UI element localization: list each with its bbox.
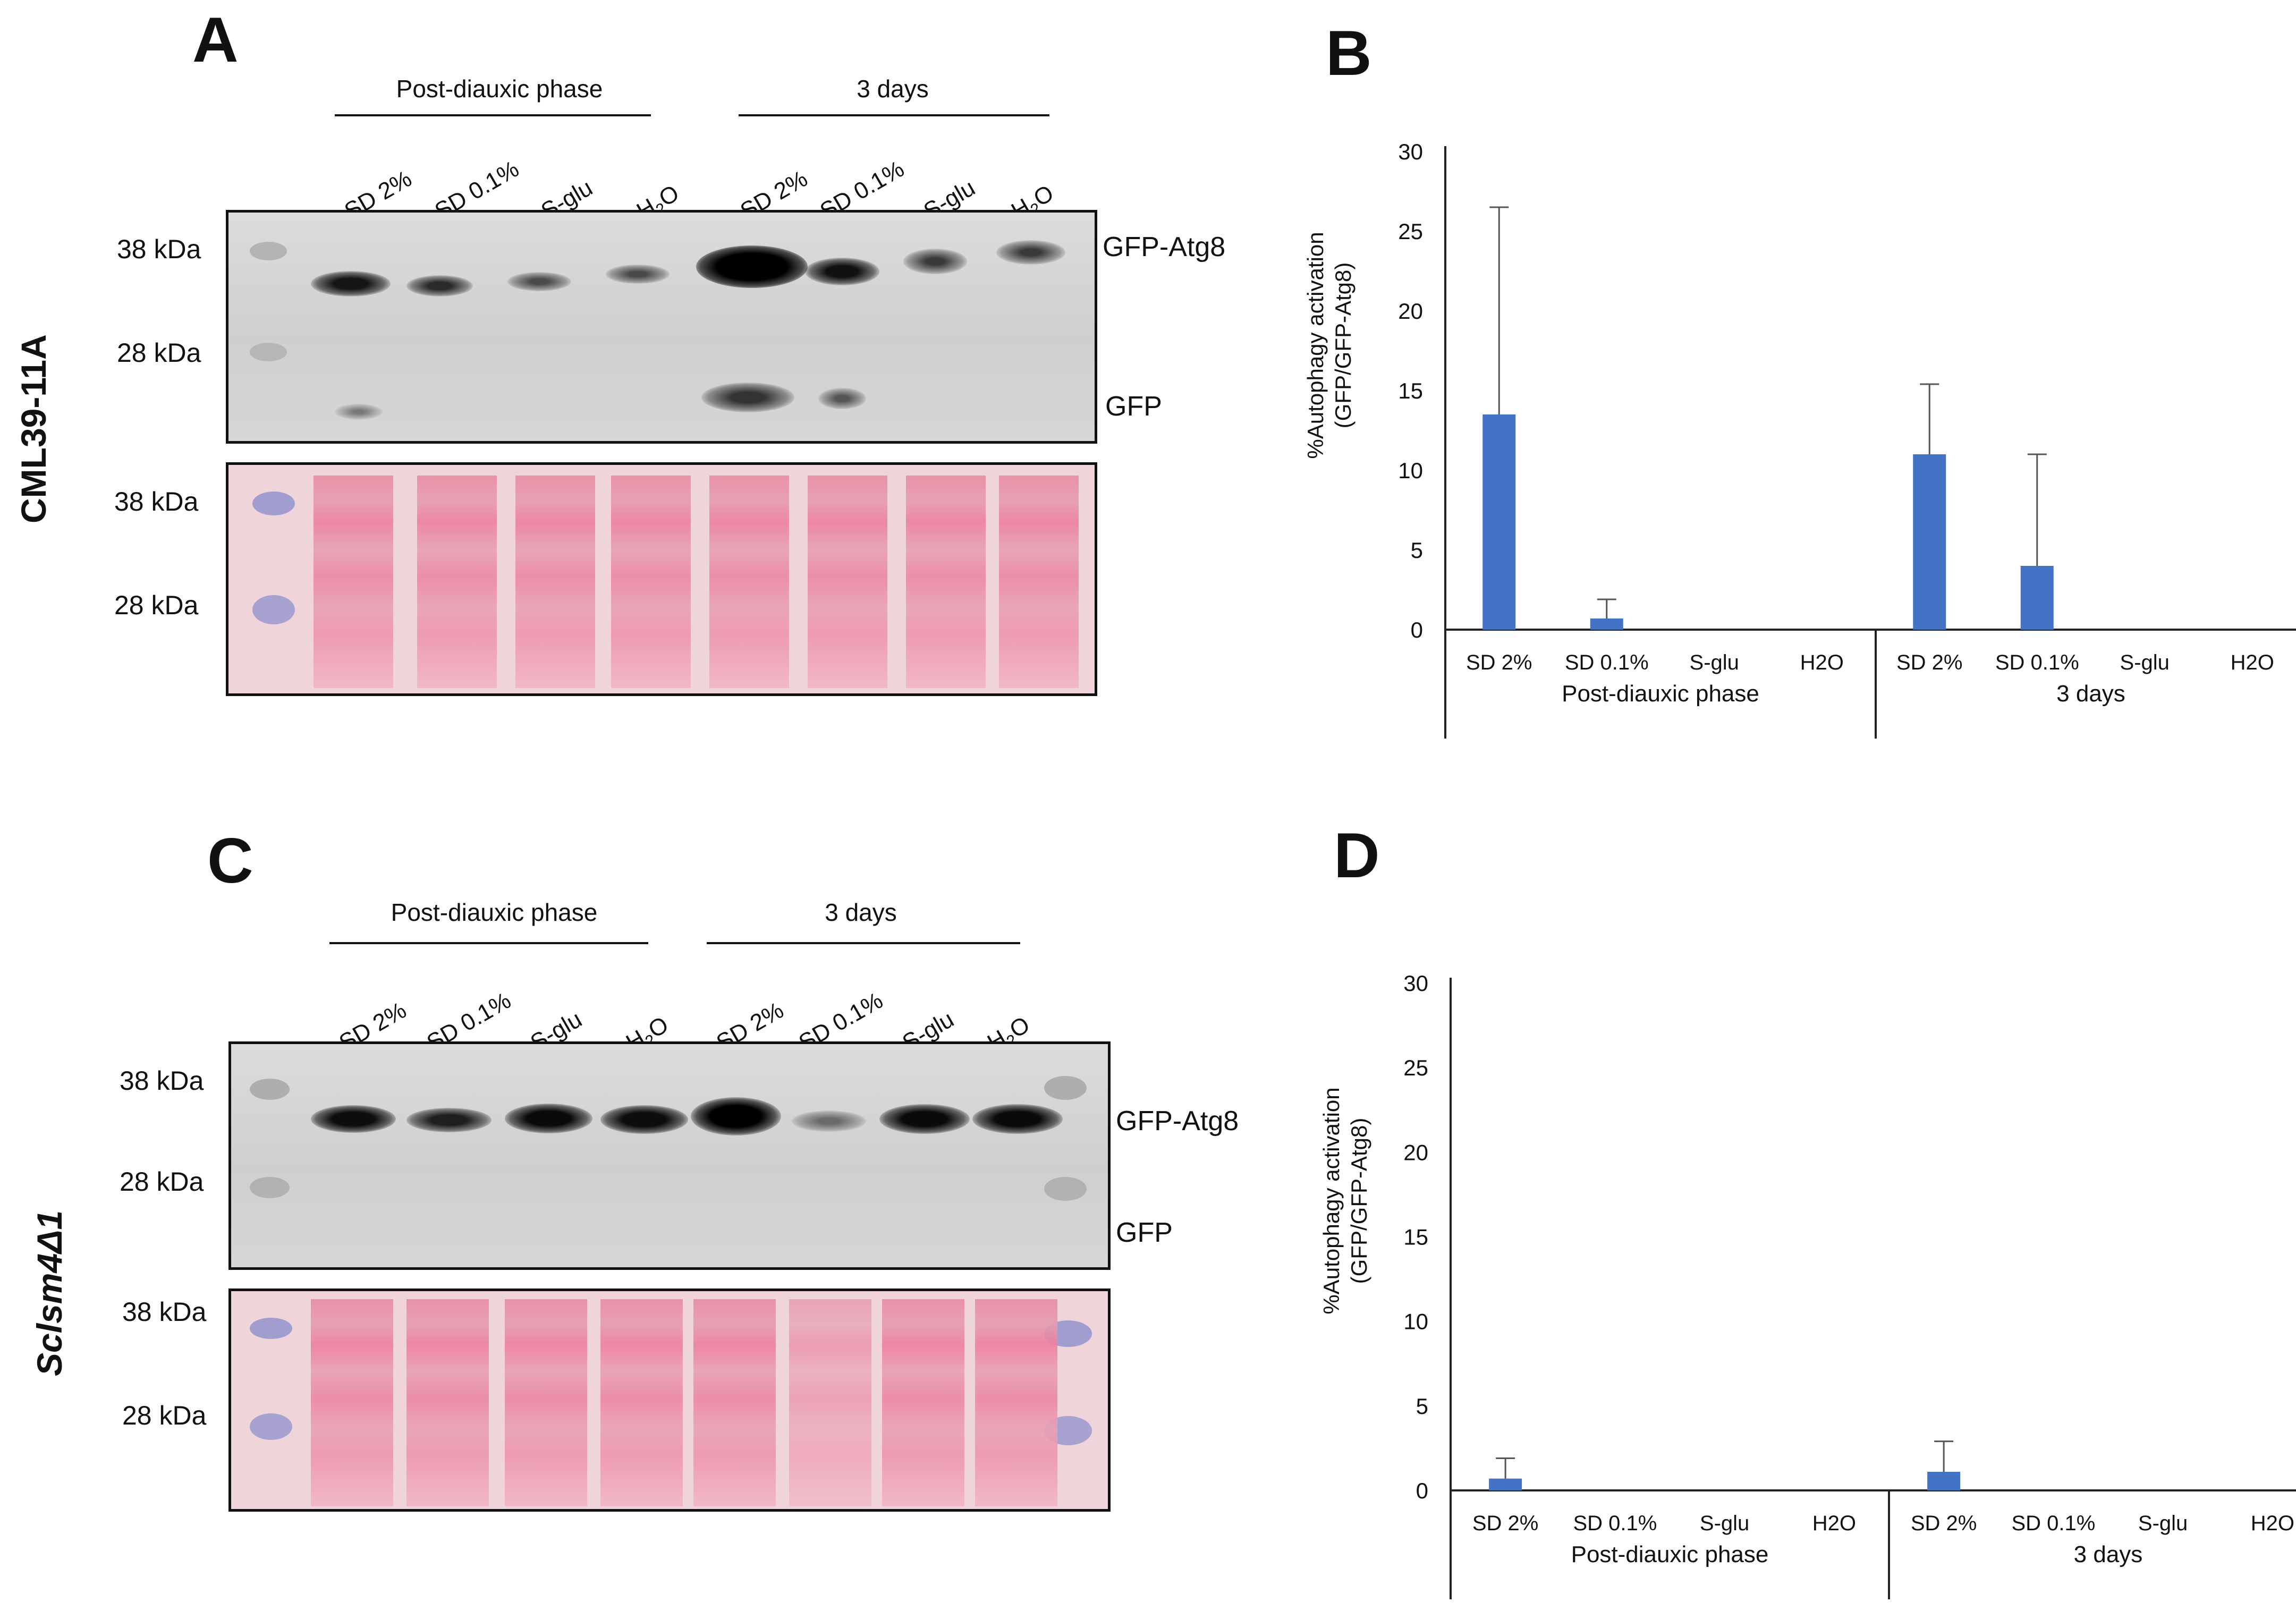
chart-d-category-label: H2O (2251, 1512, 2294, 1535)
chart-b-ylabel-group: %Autophagy activation (GFP/GFP-Atg8) (1303, 232, 1355, 459)
panel-letter-c: C (207, 825, 253, 896)
chart-b-category-label: H2O (1800, 651, 1844, 674)
chart-b-category-label: SD 0.1% (1995, 651, 2079, 674)
chart-b-category-label: H2O (2231, 651, 2274, 674)
group-rule-a-3d (739, 114, 1049, 116)
bar-chart-b: 0 5 10 15 20 25 30 %Autophagy activation (GFP/GF… (1303, 139, 2296, 739)
group-label-a-post: Post-diauxic phase (396, 75, 603, 103)
chart-b-ytick-label: 10 (1398, 458, 1423, 483)
stain-marker-c-38: 38 kDa (122, 1297, 207, 1327)
panel-letter-d: D (1334, 820, 1380, 891)
chart-b-category-label: SD 2% (1896, 651, 1963, 674)
ponceau-stain-c (228, 1289, 1111, 1512)
chart-d-category-label: SD 0.1% (1573, 1512, 1657, 1535)
group-label-c-3d: 3 days (825, 898, 897, 926)
chart-d-ytick-label: 0 (1416, 1478, 1428, 1503)
chart-d-group-label: 3 days (2074, 1541, 2143, 1567)
chart-d-bar (1927, 1471, 1961, 1490)
chart-d-category-label: SD 0.1% (2011, 1512, 2095, 1535)
chart-b-category-label: S-glu (2120, 651, 2170, 674)
chart-b-ytick-label: 25 (1398, 219, 1423, 244)
chart-d-category-label: S-glu (1700, 1512, 1749, 1535)
band-label-a-gfp-atg8: GFP-Atg8 (1103, 232, 1226, 262)
western-blot-c (228, 1041, 1111, 1270)
group-rule-c-3d (707, 942, 1020, 944)
chart-b-bar (1913, 454, 1946, 630)
chart-d-ytick-label: 20 (1403, 1140, 1428, 1165)
blot-marker-a-38: 38 kDa (117, 234, 201, 264)
chart-d-ytick-label: 10 (1403, 1309, 1428, 1334)
chart-b-bar (1482, 414, 1516, 630)
stain-marker-a-28: 28 kDa (114, 590, 199, 620)
chart-b-bar (2020, 566, 2054, 630)
bar-chart-d: 0 5 10 15 20 25 30 %Autophagy activation (GFP/GF… (1319, 971, 2296, 1599)
chart-b-ylabel-line1: %Autophagy activation (1303, 232, 1328, 459)
chart-d-category-label: S-glu (2138, 1512, 2188, 1535)
chart-d-ylabel-group: %Autophagy activation (GFP/GFP-Atg8) (1319, 1087, 1371, 1314)
chart-d-ylabel-line2: (GFP/GFP-Atg8) (1346, 1118, 1371, 1284)
chart-d-group-label: Post-diauxic phase (1571, 1541, 1769, 1567)
stain-marker-a-38: 38 kDa (114, 487, 199, 516)
group-rule-a-post (335, 114, 651, 116)
chart-b-category-label: SD 2% (1466, 651, 1532, 674)
band-label-c-gfp-atg8: GFP-Atg8 (1116, 1106, 1239, 1137)
chart-b-group-label: 3 days (2056, 681, 2125, 707)
chart-b-ytick-label: 0 (1411, 617, 1423, 642)
chart-d-bar (1489, 1478, 1522, 1490)
chart-d-ytick-label: 25 (1403, 1055, 1428, 1080)
stain-marker-c-28: 28 kDa (122, 1401, 207, 1430)
chart-b-ylabel-line2: (GFP/GFP-Atg8) (1331, 262, 1355, 429)
chart-b-category-label: SD 0.1% (1565, 651, 1649, 674)
strain-label-c: Sclsm4Δ1 (30, 1210, 69, 1376)
panel-letter-a: A (192, 4, 239, 75)
chart-b-ytick-label: 30 (1398, 139, 1423, 164)
chart-b-ytick-label: 15 (1398, 378, 1423, 403)
strain-label-a: CML39-11A (14, 334, 53, 523)
ponceau-stain-a (226, 462, 1097, 696)
chart-d-category-label: SD 2% (1472, 1512, 1539, 1535)
group-label-c-post: Post-diauxic phase (391, 898, 598, 926)
chart-b-category-label: S-glu (1690, 651, 1739, 674)
western-blot-a (226, 210, 1097, 444)
chart-d-ytick-label: 15 (1403, 1225, 1428, 1250)
chart-d-ylabel-line1: %Autophagy activation (1319, 1087, 1344, 1314)
chart-b-bar (1590, 618, 1623, 630)
chart-b-ytick-label: 5 (1411, 538, 1423, 563)
chart-b-ytick-label: 20 (1398, 299, 1423, 324)
blot-marker-c-28: 28 kDa (120, 1167, 204, 1197)
chart-d-ytick-label: 5 (1416, 1394, 1428, 1419)
panel-letter-b: B (1326, 18, 1372, 89)
chart-b-group-label: Post-diauxic phase (1562, 681, 1759, 707)
group-rule-c-post (329, 942, 648, 944)
chart-d-category-label: SD 2% (1911, 1512, 1977, 1535)
blot-marker-c-38: 38 kDa (120, 1066, 204, 1096)
band-label-c-gfp: GFP (1116, 1217, 1173, 1248)
chart-d-category-label: H2O (1812, 1512, 1856, 1535)
chart-d-ytick-label: 30 (1403, 971, 1428, 996)
group-label-a-3d: 3 days (857, 75, 929, 103)
blot-marker-a-28: 28 kDa (117, 338, 201, 368)
band-label-a-gfp: GFP (1105, 391, 1162, 422)
